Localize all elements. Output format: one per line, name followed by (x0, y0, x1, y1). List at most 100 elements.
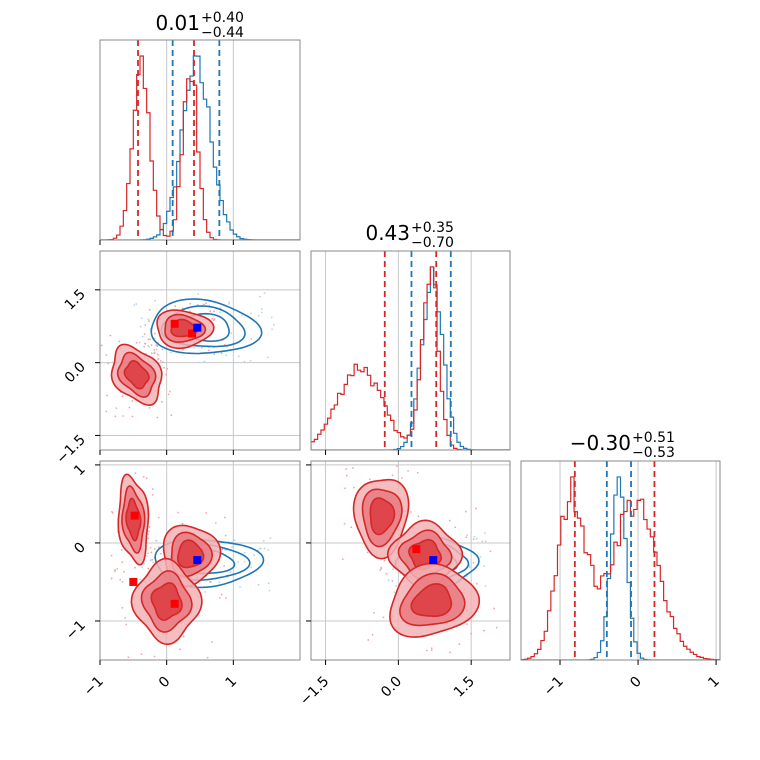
sample-blue-10-1 (141, 335, 144, 338)
contour-red-10-1-2 (123, 360, 150, 390)
sample-red-21-39 (385, 572, 388, 575)
sample-red-10-116 (144, 324, 147, 326)
sample-red-21-51 (407, 469, 409, 472)
sample-red-20-48 (119, 578, 122, 581)
sample-blue-20-5 (243, 551, 246, 554)
sample-red-21-86 (458, 643, 461, 646)
sample-red-10-91 (163, 366, 165, 369)
sample-blue-20-58 (150, 559, 152, 562)
sample-red-20-66 (111, 510, 113, 513)
xtick-label-2-0: −1 (541, 674, 567, 700)
sample-blue-21-27 (481, 540, 484, 543)
title-2-minus: −0.70 (411, 235, 454, 251)
sample-red-20-52 (157, 516, 160, 519)
sample-blue-10-7 (270, 316, 273, 319)
truth-red-3 (130, 511, 139, 520)
sample-red-10-78 (153, 352, 156, 355)
sample-blue-10-18 (266, 356, 269, 359)
xtick-label-1-2: 1.5 (451, 674, 478, 701)
title-param-1: 0.01 +0.40 −0.44 (155, 10, 244, 41)
sample-blue-10-13 (170, 351, 172, 354)
sample-red-10-25 (105, 354, 108, 356)
sample-red-21-46 (383, 559, 386, 562)
sample-red-21-66 (401, 477, 403, 479)
sample-blue-20-17 (231, 546, 233, 549)
xtick-label-0-1: 0 (156, 674, 174, 692)
sample-red-20-41 (120, 549, 123, 551)
sample-red-20-95 (121, 606, 124, 609)
sample-blue-10-49 (228, 303, 231, 305)
sample-red-10-109 (131, 415, 134, 418)
sample-red-10-57 (114, 415, 117, 418)
sample-blue-10-51 (197, 361, 200, 364)
sample-red-21-0 (353, 486, 355, 489)
sample-red-10-84 (150, 344, 153, 346)
sample-red-20-4 (177, 511, 180, 514)
sample-red-20-110 (157, 546, 160, 549)
contour-layer (100, 292, 498, 659)
sample-red-10-89 (148, 407, 151, 409)
sample-red-10-73 (115, 407, 118, 410)
sample-red-10-22 (205, 302, 207, 304)
sample-blue-21-55 (395, 584, 398, 587)
sample-red-20-98 (121, 561, 124, 564)
sample-red-20-78 (114, 570, 116, 572)
sample-blue-10-6 (197, 303, 199, 306)
sample-blue-10-23 (243, 360, 246, 363)
sample-red-20-27 (145, 477, 148, 480)
sample-blue-20-51 (243, 560, 246, 563)
ytick-label-2-1: 0 (71, 539, 89, 557)
sample-blue-21-18 (484, 585, 487, 587)
sample-red-20-73 (214, 521, 217, 524)
sample-red-20-34 (221, 548, 224, 551)
sample-red-20-119 (140, 653, 143, 656)
sample-blue-10-22 (250, 312, 252, 315)
title-1-value: 0.01 (155, 11, 200, 35)
sample-red-10-3 (161, 348, 164, 351)
xtick-label-0-0: −1 (81, 674, 107, 700)
frame-11 (310, 250, 511, 451)
frame-00 (99, 39, 301, 241)
title-2-value: 0.43 (365, 221, 410, 245)
sample-blue-20-2 (146, 554, 148, 557)
tick-layer: −1.50.01.5−101−1 0 1 −1.5 0.0 1.5 −1 0 1 (53, 240, 723, 709)
sample-red-20-50 (210, 641, 213, 643)
sample-red-20-54 (151, 493, 154, 496)
sample-blue-10-17 (260, 308, 263, 310)
sample-red-20-82 (205, 512, 207, 514)
sample-red-20-67 (147, 552, 150, 555)
sample-red-10-29 (105, 410, 108, 413)
panel-frames (99, 39, 721, 661)
sample-red-20-77 (153, 655, 156, 658)
sample-red-20-92 (121, 580, 124, 583)
sample-red-21-74 (449, 651, 451, 654)
sample-red-21-64 (465, 536, 468, 539)
title-3-value: −0.30 (570, 431, 631, 455)
sample-red-21-69 (341, 558, 344, 561)
sample-red-21-22 (472, 538, 475, 541)
sample-red-10-59 (144, 342, 147, 345)
frame-10 (99, 250, 301, 451)
sample-red-20-112 (220, 593, 223, 596)
title-1-minus: −0.44 (201, 25, 244, 41)
sample-red-21-40 (417, 515, 420, 518)
sample-red-10-5 (160, 400, 163, 403)
sample-red-21-2 (425, 649, 428, 652)
truth-red-5 (412, 545, 421, 554)
quantile-lines (137, 40, 656, 660)
xtick-label-0-2: 1 (223, 674, 241, 692)
sample-red-20-91 (218, 596, 221, 599)
sample-red-21-102 (395, 465, 398, 467)
sample-red-21-11 (489, 550, 492, 553)
sample-red-20-20 (123, 570, 125, 573)
sample-red-10-110 (212, 319, 215, 322)
title-1-plus: +0.40 (201, 10, 244, 26)
sample-red-21-114 (344, 487, 347, 490)
sample-red-21-71 (367, 639, 370, 641)
sample-blue-21-9 (387, 579, 390, 582)
sample-blue-20-0 (263, 547, 266, 550)
sample-blue-20-44 (229, 571, 232, 574)
sample-blue-20-19 (225, 549, 228, 552)
truth-red-2 (129, 577, 138, 586)
sample-red-21-16 (472, 561, 475, 564)
